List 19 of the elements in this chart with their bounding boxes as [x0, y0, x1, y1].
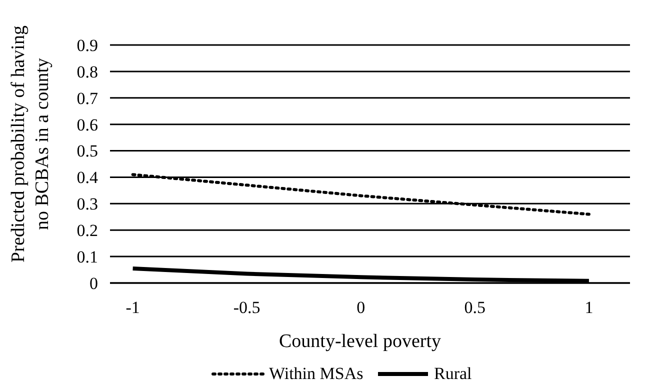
y-tick-label: 0.9 [76, 36, 98, 55]
y-tick-label: 0.8 [76, 62, 98, 82]
y-axis-title: Predicted probability of having no BCBAs in a county [8, 25, 53, 262]
x-tick-label: -0.5 [233, 298, 260, 317]
y-tick-label: 0.5 [76, 142, 98, 161]
y-tick-label: 0 [90, 274, 98, 293]
legend-label: Within MSAs [269, 364, 364, 383]
x-axis-title: County-level poverty [279, 331, 442, 352]
y-tick-label: 0.6 [76, 115, 98, 134]
x-tick-label: 0 [356, 298, 366, 317]
legend-label: Rural [434, 364, 472, 383]
y-tick-label: 0.1 [76, 248, 98, 267]
y-tick-label: 0.7 [76, 88, 98, 108]
y-tick-label: 0.4 [76, 168, 98, 188]
x-tick-label: -1 [126, 298, 140, 317]
y-tick-label: 0.2 [76, 221, 98, 240]
y-tick-label: 0.3 [76, 194, 98, 214]
x-tick-label: 0.5 [464, 298, 486, 317]
x-tick-label: 1 [584, 298, 594, 317]
